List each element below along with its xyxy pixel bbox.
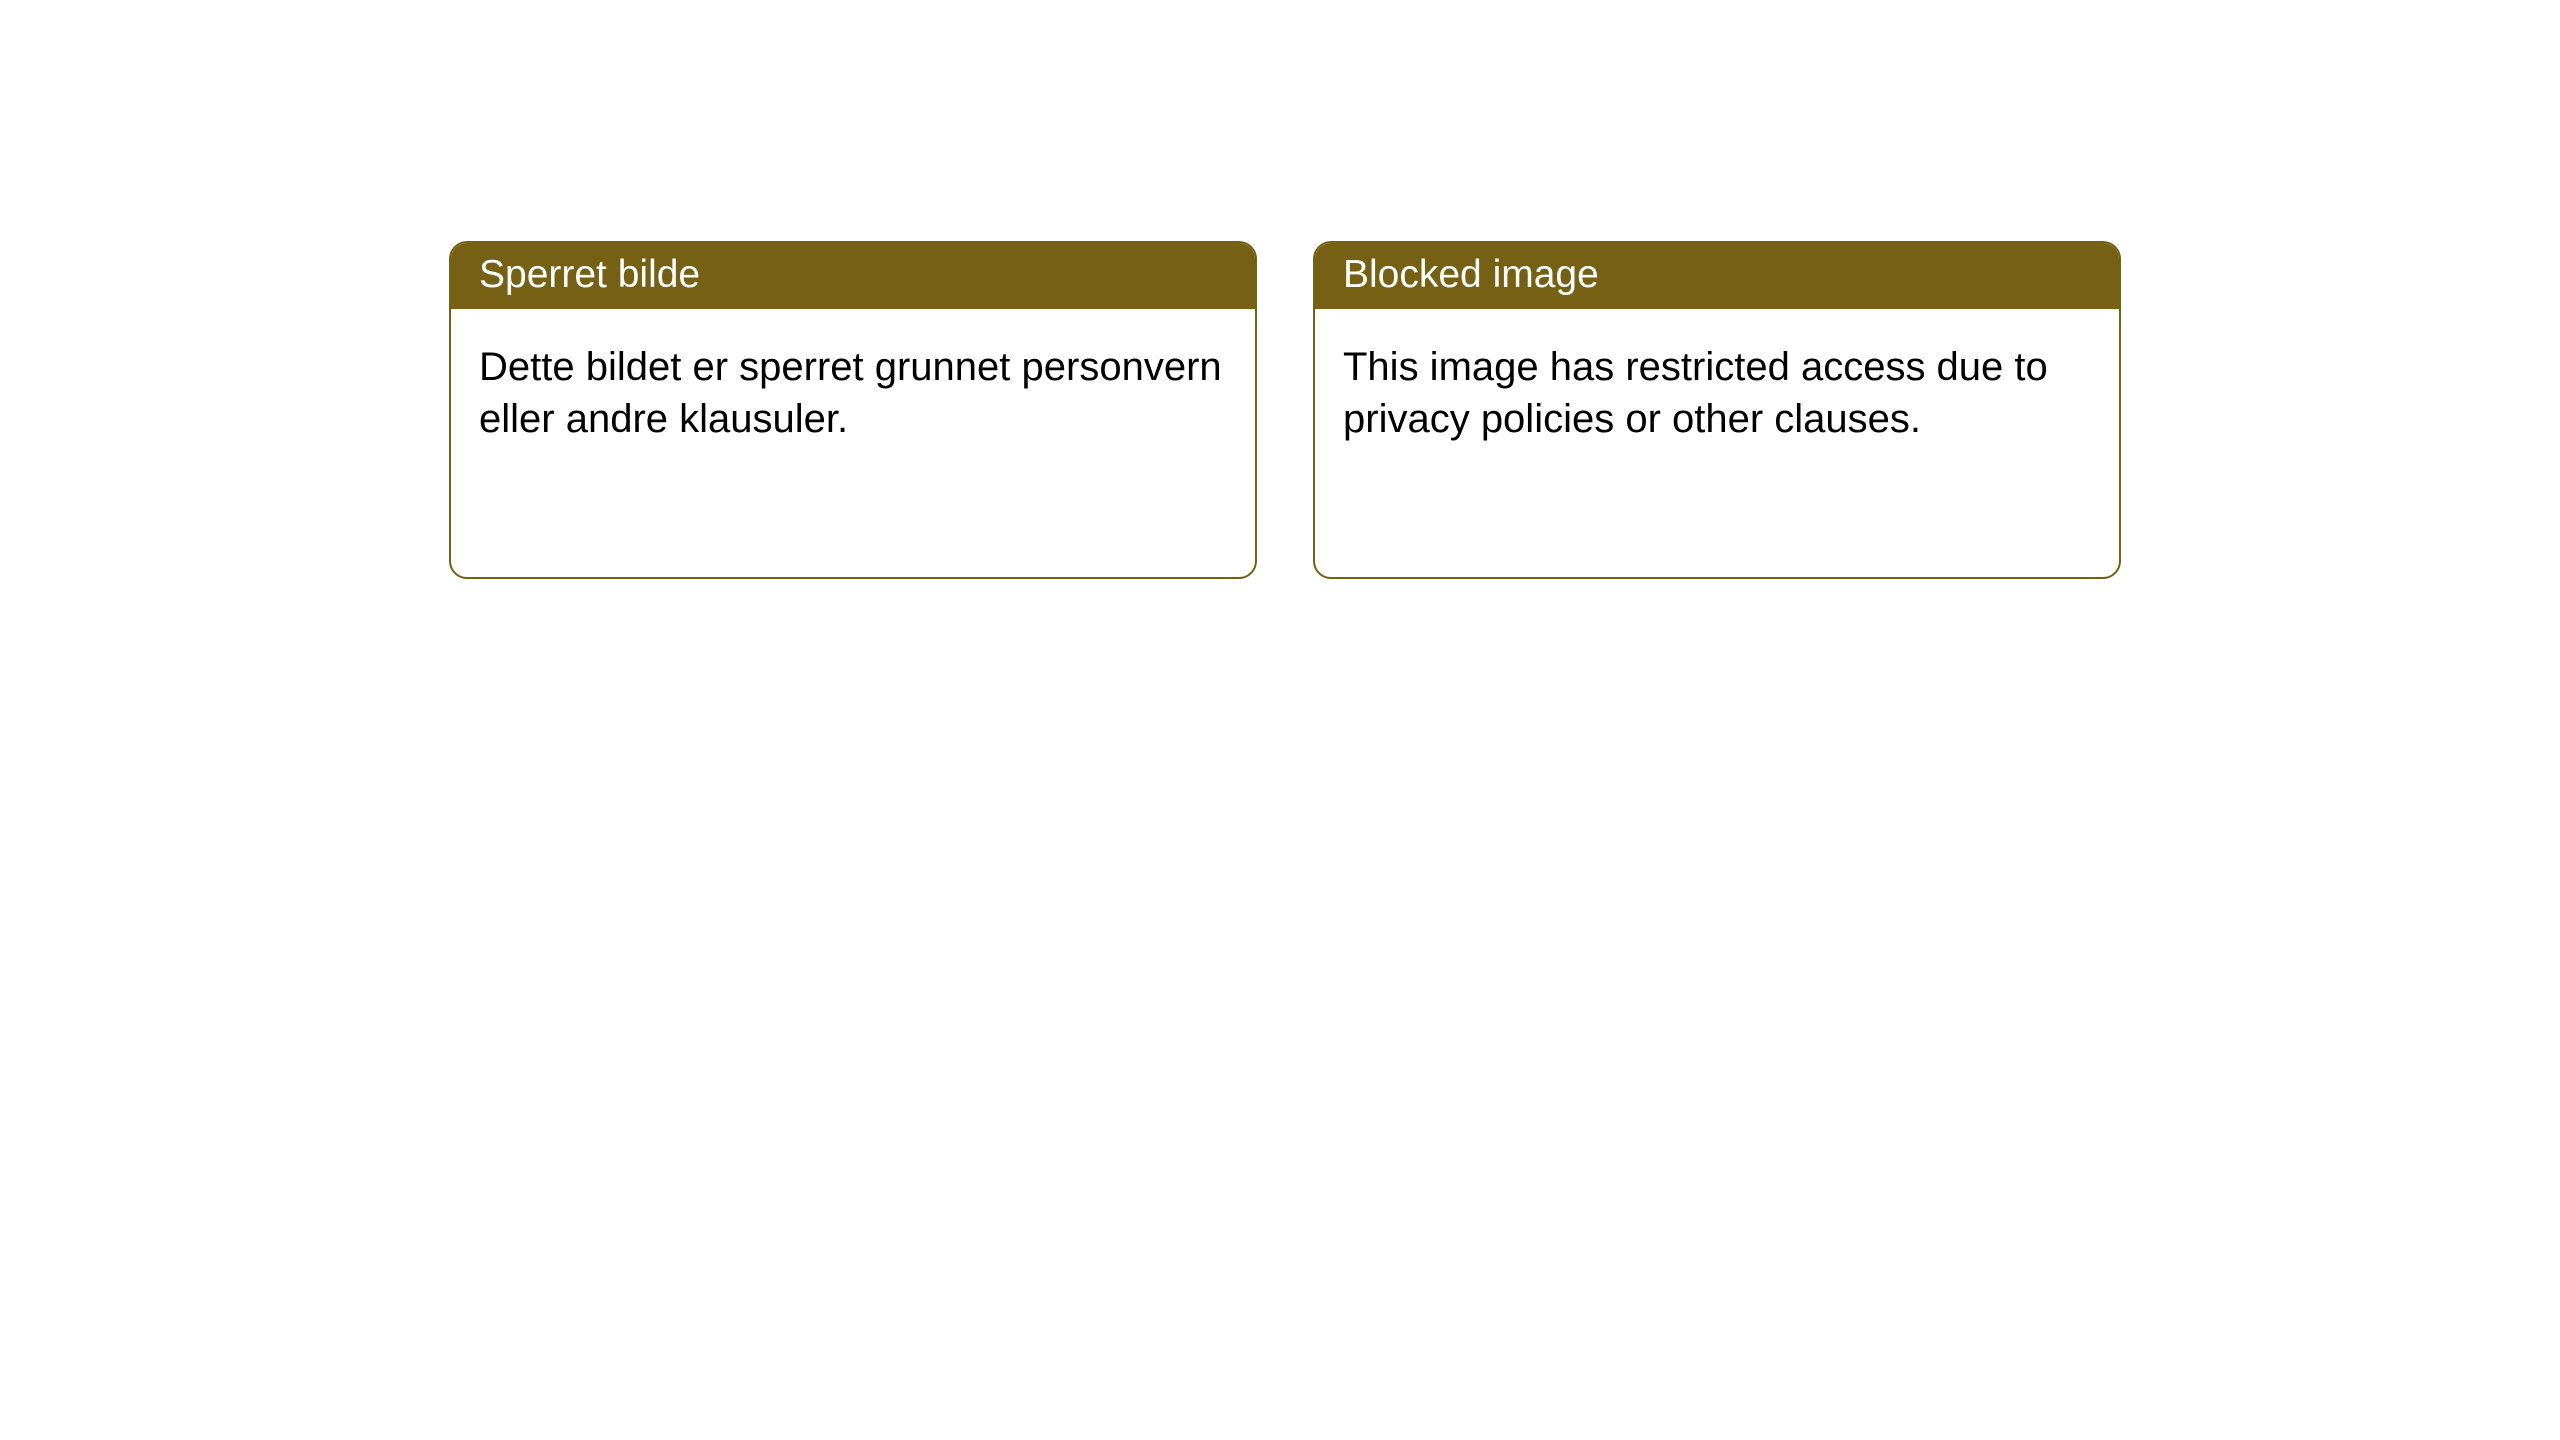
notice-container: Sperret bilde Dette bildet er sperret gr… [0, 0, 2560, 579]
notice-body-english: This image has restricted access due to … [1315, 309, 2119, 473]
notice-body-norwegian: Dette bildet er sperret grunnet personve… [451, 309, 1255, 473]
notice-title-norwegian: Sperret bilde [451, 243, 1255, 309]
notice-card-english: Blocked image This image has restricted … [1313, 241, 2121, 579]
notice-title-english: Blocked image [1315, 243, 2119, 309]
notice-card-norwegian: Sperret bilde Dette bildet er sperret gr… [449, 241, 1257, 579]
